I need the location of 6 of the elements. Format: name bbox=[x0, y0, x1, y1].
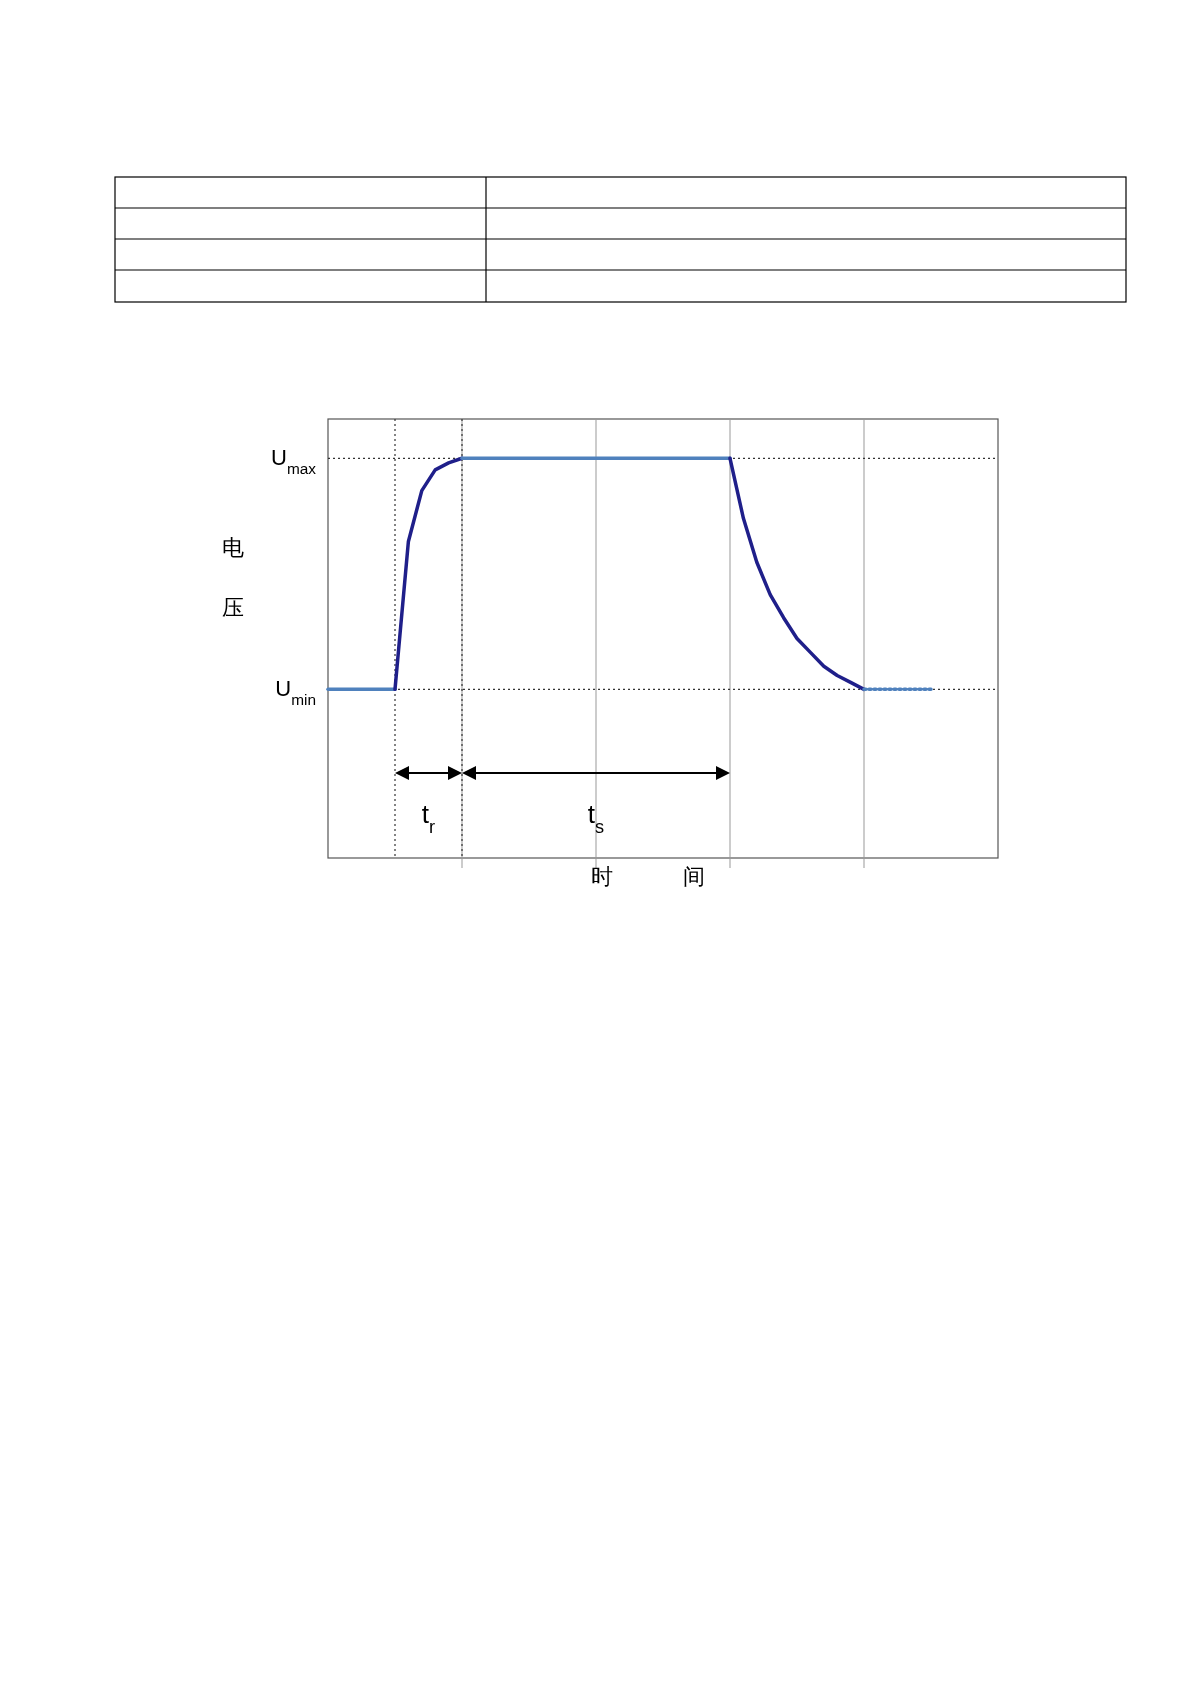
text: U$_{min}$ bbox=[275, 676, 316, 708]
text: U$_{max}$ bbox=[271, 445, 317, 477]
text: t$_{r}$ bbox=[421, 799, 436, 837]
text: t$_{s}$ bbox=[587, 799, 605, 837]
y-axis-title: 电压 bbox=[220, 518, 246, 642]
text: 时间 bbox=[591, 864, 775, 889]
